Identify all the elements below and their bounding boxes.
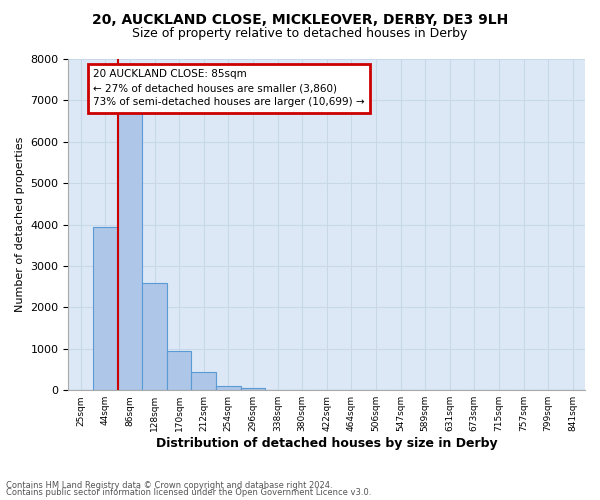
Bar [118, 113, 142, 390]
Bar [191, 372, 216, 390]
Text: Size of property relative to detached houses in Derby: Size of property relative to detached ho… [133, 28, 467, 40]
Bar [93, 226, 118, 390]
Bar [142, 282, 167, 390]
X-axis label: Distribution of detached houses by size in Derby: Distribution of detached houses by size … [156, 437, 497, 450]
Bar [241, 388, 265, 390]
Text: Contains HM Land Registry data © Crown copyright and database right 2024.: Contains HM Land Registry data © Crown c… [6, 480, 332, 490]
Text: 20, AUCKLAND CLOSE, MICKLEOVER, DERBY, DE3 9LH: 20, AUCKLAND CLOSE, MICKLEOVER, DERBY, D… [92, 12, 508, 26]
Text: 20 AUCKLAND CLOSE: 85sqm
← 27% of detached houses are smaller (3,860)
73% of sem: 20 AUCKLAND CLOSE: 85sqm ← 27% of detach… [93, 70, 365, 108]
Bar [216, 386, 241, 390]
Bar [167, 351, 191, 390]
Y-axis label: Number of detached properties: Number of detached properties [15, 137, 25, 312]
Text: Contains public sector information licensed under the Open Government Licence v3: Contains public sector information licen… [6, 488, 371, 497]
